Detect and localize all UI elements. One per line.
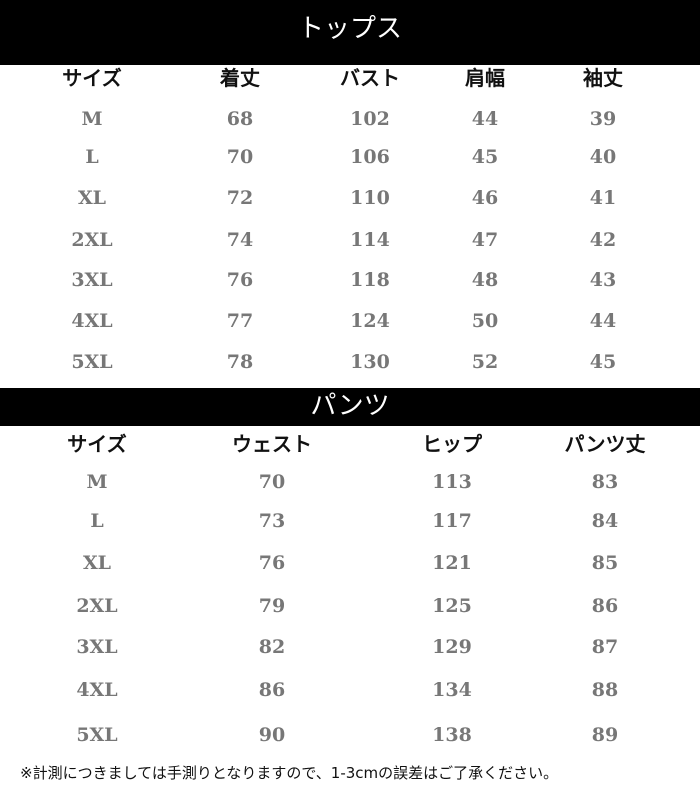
value-cell: 46 [471, 187, 499, 209]
column-header: サイズ [67, 432, 127, 456]
pants-table-row: M 70 113 83 [0, 471, 700, 501]
pants-table-row: 5XL 90 138 89 [0, 724, 700, 754]
size-cell: XL [82, 552, 112, 574]
value-cell: 77 [226, 310, 254, 332]
value-cell: 121 [432, 552, 472, 574]
size-cell: XL [77, 187, 107, 209]
value-cell: 106 [350, 146, 390, 168]
value-cell: 84 [591, 510, 619, 532]
size-cell: M [86, 471, 108, 493]
tops-table-row: 3XL 76 118 48 43 [0, 269, 700, 299]
column-header: バスト [340, 66, 400, 90]
size-cell: M [81, 108, 103, 130]
value-cell: 83 [591, 471, 619, 493]
size-cell: 5XL [76, 724, 118, 746]
pants-table-row: XL 76 121 85 [0, 552, 700, 582]
column-header: サイズ [62, 66, 122, 90]
value-cell: 86 [591, 595, 619, 617]
value-cell: 138 [432, 724, 472, 746]
pants-table-row: 3XL 82 129 87 [0, 636, 700, 666]
value-cell: 114 [350, 229, 390, 251]
size-cell: 4XL [76, 679, 118, 701]
value-cell: 42 [589, 229, 617, 251]
size-cell: 3XL [76, 636, 118, 658]
value-cell: 76 [226, 269, 254, 291]
value-cell: 78 [226, 351, 254, 373]
value-cell: 117 [432, 510, 472, 532]
value-cell: 76 [258, 552, 286, 574]
value-cell: 113 [432, 471, 472, 493]
pants-table-row: 4XL 86 134 88 [0, 679, 700, 709]
pants-table-row: 2XL 79 125 86 [0, 595, 700, 625]
value-cell: 88 [591, 679, 619, 701]
value-cell: 44 [471, 108, 499, 130]
column-header: 袖丈 [583, 66, 623, 90]
value-cell: 74 [226, 229, 254, 251]
value-cell: 47 [471, 229, 499, 251]
value-cell: 73 [258, 510, 286, 532]
column-header: パンツ丈 [564, 432, 646, 456]
size-cell: L [90, 510, 104, 532]
value-cell: 50 [471, 310, 499, 332]
value-cell: 43 [589, 269, 617, 291]
measurement-note: ※計測につきましては手測りとなりますので、1-3cmの誤差はご了承ください。 [20, 764, 559, 782]
size-cell: 2XL [71, 229, 113, 251]
value-cell: 134 [432, 679, 472, 701]
value-cell: 125 [432, 595, 472, 617]
pants-header-row: サイズ ウェスト ヒップ パンツ丈 [0, 428, 700, 458]
value-cell: 90 [258, 724, 286, 746]
size-cell: L [85, 146, 99, 168]
value-cell: 45 [589, 351, 617, 373]
value-cell: 72 [226, 187, 254, 209]
value-cell: 82 [258, 636, 286, 658]
value-cell: 89 [591, 724, 619, 746]
value-cell: 85 [591, 552, 619, 574]
value-cell: 130 [350, 351, 390, 373]
value-cell: 40 [589, 146, 617, 168]
column-header: ヒップ [422, 432, 482, 456]
tops-table-row: 4XL 77 124 50 44 [0, 310, 700, 340]
value-cell: 48 [471, 269, 499, 291]
value-cell: 41 [589, 187, 617, 209]
tops-table-row: L 70 106 45 40 [0, 146, 700, 176]
column-header: 肩幅 [465, 66, 505, 90]
size-cell: 3XL [71, 269, 113, 291]
pants-title-banner: パンツ [0, 388, 700, 426]
value-cell: 52 [471, 351, 499, 373]
value-cell: 87 [591, 636, 619, 658]
value-cell: 102 [350, 108, 390, 130]
value-cell: 45 [471, 146, 499, 168]
value-cell: 70 [226, 146, 254, 168]
tops-table-row: M 68 102 44 39 [0, 108, 700, 138]
value-cell: 124 [350, 310, 390, 332]
value-cell: 39 [589, 108, 617, 130]
tops-header-row: サイズ 着丈 バスト 肩幅 袖丈 [0, 62, 700, 92]
tops-table-row: XL 72 110 46 41 [0, 187, 700, 217]
size-cell: 2XL [76, 595, 118, 617]
value-cell: 118 [350, 269, 390, 291]
tops-title-banner: トップス [0, 0, 700, 65]
size-cell: 5XL [71, 351, 113, 373]
value-cell: 68 [226, 108, 254, 130]
size-cell: 4XL [71, 310, 113, 332]
column-header: 着丈 [220, 66, 260, 90]
value-cell: 44 [589, 310, 617, 332]
value-cell: 79 [258, 595, 286, 617]
tops-table-row: 5XL 78 130 52 45 [0, 351, 700, 381]
column-header: ウェスト [232, 432, 312, 456]
value-cell: 86 [258, 679, 286, 701]
value-cell: 110 [350, 187, 390, 209]
value-cell: 129 [432, 636, 472, 658]
pants-table-row: L 73 117 84 [0, 510, 700, 540]
tops-table-row: 2XL 74 114 47 42 [0, 229, 700, 259]
value-cell: 70 [258, 471, 286, 493]
